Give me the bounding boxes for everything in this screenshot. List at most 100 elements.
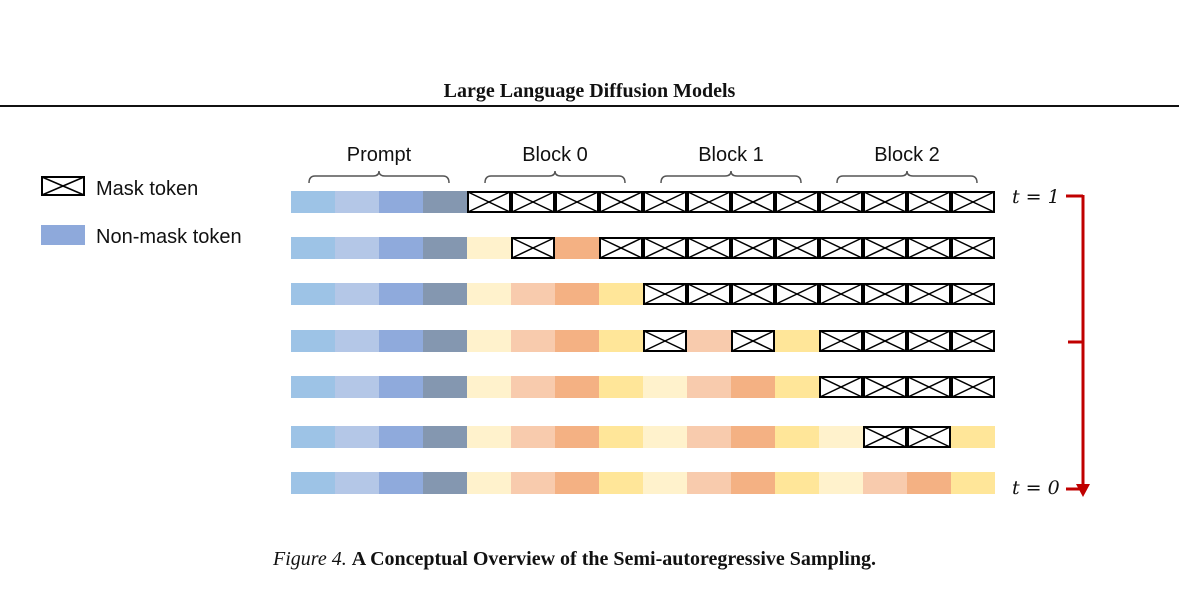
- legend: Mask token Non-mask token: [41, 176, 242, 248]
- section-labels: Prompt Block 0 Block 1 Block 2: [308, 144, 978, 184]
- token-row-2: [291, 283, 995, 305]
- time-start-label: t = 1: [1012, 186, 1060, 208]
- prompt-token: [291, 426, 335, 448]
- time-arrow: [1066, 194, 1090, 497]
- prompt-token: [379, 330, 423, 352]
- mask-token: [775, 191, 819, 213]
- mask-token: [819, 376, 863, 398]
- token-row-0: [291, 191, 995, 213]
- section-label-2: Block 1: [698, 144, 764, 166]
- mask-token: [643, 330, 687, 352]
- generated-token: [687, 426, 731, 448]
- generated-token: [511, 376, 555, 398]
- generated-token: [643, 426, 687, 448]
- mask-token: [731, 330, 775, 352]
- generated-token: [643, 376, 687, 398]
- mask-token: [907, 330, 951, 352]
- page-header-title: Large Language Diffusion Models: [443, 80, 736, 102]
- mask-token: [907, 426, 951, 448]
- mask-token: [731, 283, 775, 305]
- figure-title: A Conceptual Overview of the Semi-autore…: [351, 548, 876, 570]
- generated-token: [775, 472, 819, 494]
- generated-token: [467, 472, 511, 494]
- prompt-token: [379, 283, 423, 305]
- mask-token-glyph: [41, 176, 85, 196]
- generated-token: [511, 283, 555, 305]
- token-row-4: [291, 376, 995, 398]
- generated-token: [599, 330, 643, 352]
- prompt-token: [423, 237, 467, 259]
- generated-token: [599, 376, 643, 398]
- mask-token: [599, 237, 643, 259]
- generated-token: [775, 426, 819, 448]
- mask-token: [731, 191, 775, 213]
- mask-token: [863, 283, 907, 305]
- prompt-token: [291, 283, 335, 305]
- generated-token: [863, 472, 907, 494]
- generated-token: [775, 330, 819, 352]
- generated-token: [687, 330, 731, 352]
- prompt-token: [335, 330, 379, 352]
- section-label-1: Block 0: [522, 144, 588, 166]
- generated-token: [555, 283, 599, 305]
- mask-token: [951, 283, 995, 305]
- mask-token-icon: [41, 176, 85, 196]
- mask-token: [819, 237, 863, 259]
- prompt-token: [291, 376, 335, 398]
- generated-token: [731, 472, 775, 494]
- time-end-label: t = 0: [1012, 477, 1060, 499]
- generated-token: [599, 472, 643, 494]
- prompt-token: [291, 237, 335, 259]
- generated-token: [599, 426, 643, 448]
- prompt-token: [335, 191, 379, 213]
- prompt-token: [291, 330, 335, 352]
- generated-token: [467, 376, 511, 398]
- prompt-token: [379, 237, 423, 259]
- generated-token: [555, 376, 599, 398]
- section-brace-0: [308, 170, 450, 184]
- generated-token: [907, 472, 951, 494]
- mask-token: [863, 376, 907, 398]
- legend-mask-label: Mask token: [96, 178, 198, 200]
- generated-token: [467, 237, 511, 259]
- mask-token: [819, 191, 863, 213]
- generated-token: [687, 376, 731, 398]
- prompt-token: [335, 426, 379, 448]
- mask-token: [643, 283, 687, 305]
- mask-token: [819, 330, 863, 352]
- mask-token: [951, 330, 995, 352]
- generated-token: [599, 283, 643, 305]
- mask-token: [687, 283, 731, 305]
- mask-token: [775, 283, 819, 305]
- mask-token: [687, 191, 731, 213]
- generated-token: [511, 426, 555, 448]
- generated-token: [555, 237, 599, 259]
- mask-token: [863, 191, 907, 213]
- non-mask-token-swatch: [41, 225, 85, 245]
- generated-token: [511, 472, 555, 494]
- token-row-3: [291, 330, 995, 352]
- mask-token: [951, 376, 995, 398]
- prompt-token: [379, 426, 423, 448]
- generated-token: [731, 426, 775, 448]
- legend-nonmask-label: Non-mask token: [96, 226, 242, 248]
- mask-token: [907, 191, 951, 213]
- mask-token: [863, 426, 907, 448]
- generated-token: [819, 426, 863, 448]
- generated-token: [555, 330, 599, 352]
- section-brace-2: [660, 170, 802, 184]
- prompt-token: [335, 283, 379, 305]
- prompt-token: [291, 191, 335, 213]
- arrow-head: [1076, 484, 1090, 497]
- prompt-token: [379, 472, 423, 494]
- generated-token: [643, 472, 687, 494]
- mask-token: [555, 191, 599, 213]
- mask-token: [775, 237, 819, 259]
- generated-token: [775, 376, 819, 398]
- generated-token: [467, 426, 511, 448]
- section-label-3: Block 2: [874, 144, 940, 166]
- token-row-5: [291, 426, 995, 448]
- mask-token: [467, 191, 511, 213]
- mask-token: [687, 237, 731, 259]
- generated-token: [951, 472, 995, 494]
